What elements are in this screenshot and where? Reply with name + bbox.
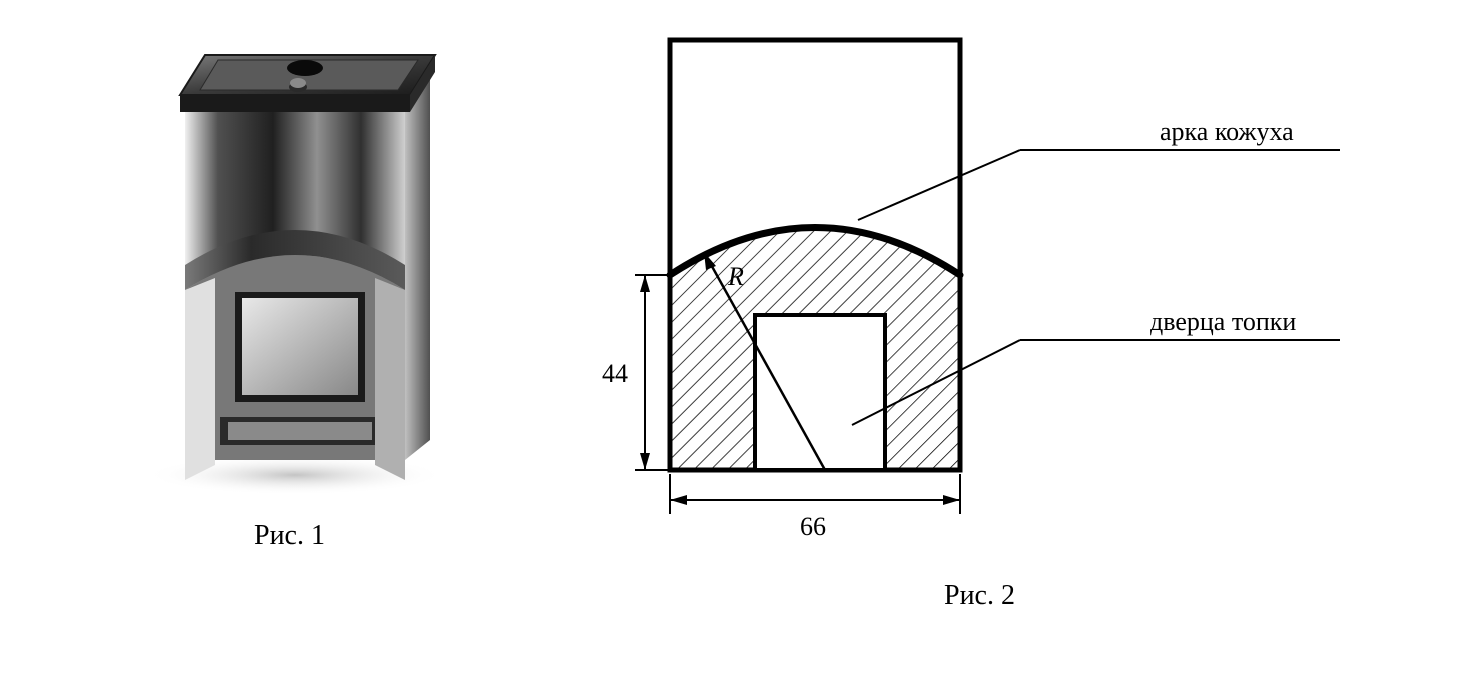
arch-label: арка кожуха: [1160, 117, 1294, 146]
figure-1-caption: Рис. 1: [254, 520, 325, 552]
stove-knob: [290, 78, 306, 88]
stove-right-flap: [375, 278, 405, 480]
figure-2-caption: Рис. 2: [944, 580, 1015, 612]
stove-3d-view: [100, 20, 480, 500]
door-rectangle: [755, 315, 885, 470]
stove-top-front-edge: [180, 95, 410, 112]
dim-height-arrow-top: [640, 275, 650, 292]
stove-schematic: R 44 66 арка кожуха дверца топки: [600, 20, 1360, 560]
figure-2: R 44 66 арка кожуха дверца топки Рис. 2: [600, 20, 1360, 612]
stove-top-hole: [287, 60, 323, 76]
door-label: дверца топки: [1150, 307, 1296, 336]
dim-width-value: 66: [800, 512, 826, 541]
dim-height-value: 44: [602, 359, 628, 388]
dim-width-arrow-right: [943, 495, 960, 505]
figure-1: Рис. 1: [100, 20, 480, 552]
stove-left-flap: [185, 278, 215, 480]
dim-width-arrow-left: [670, 495, 687, 505]
stove-side: [405, 70, 430, 460]
arch-leader-diag: [858, 150, 1020, 220]
radius-label: R: [727, 262, 744, 291]
dim-height-arrow-bottom: [640, 453, 650, 470]
stove-lower-slot: [228, 422, 372, 440]
stove-door: [242, 298, 358, 395]
